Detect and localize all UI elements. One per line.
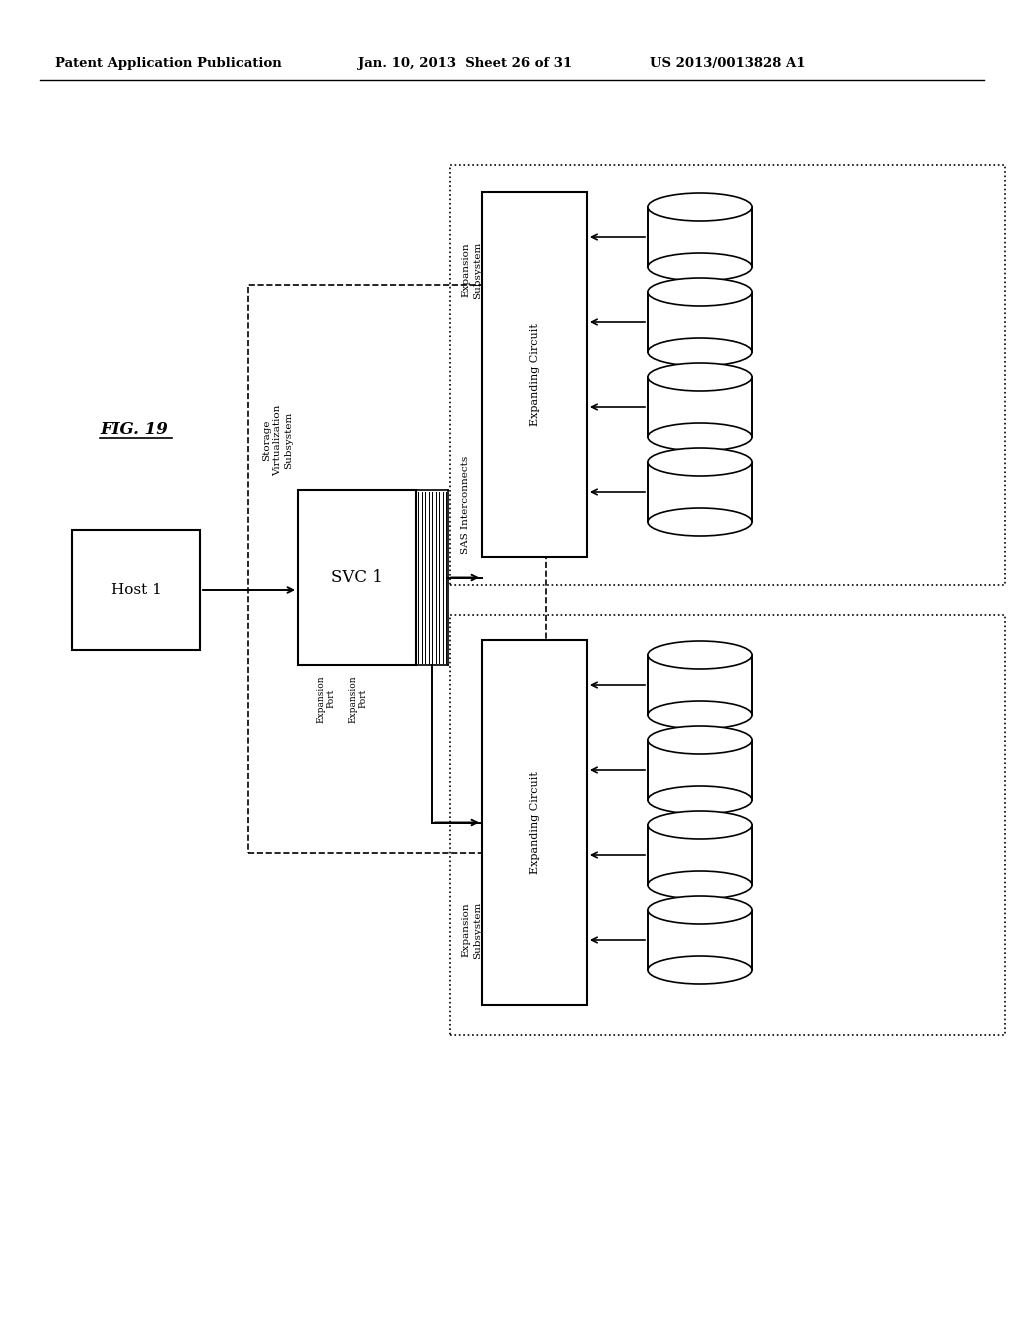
Ellipse shape: [648, 896, 752, 924]
Bar: [482, 191, 587, 557]
Text: Expansion
Port: Expansion Port: [316, 675, 336, 722]
Ellipse shape: [648, 785, 752, 814]
Bar: [248, 285, 546, 853]
Ellipse shape: [648, 193, 752, 220]
Text: Patent Application Publication: Patent Application Publication: [55, 57, 282, 70]
Text: SAS Interconnects: SAS Interconnects: [462, 455, 470, 554]
Ellipse shape: [648, 363, 752, 391]
Text: Expansion
Subsystem: Expansion Subsystem: [462, 902, 482, 958]
Text: Host 1: Host 1: [111, 583, 162, 597]
Ellipse shape: [648, 642, 752, 669]
Bar: [648, 825, 752, 884]
Ellipse shape: [648, 701, 752, 729]
Ellipse shape: [648, 338, 752, 366]
Ellipse shape: [648, 253, 752, 281]
Bar: [298, 490, 416, 665]
Ellipse shape: [648, 422, 752, 451]
Bar: [648, 741, 752, 800]
Bar: [648, 207, 752, 267]
Text: US 2013/0013828 A1: US 2013/0013828 A1: [650, 57, 806, 70]
Text: Jan. 10, 2013  Sheet 26 of 31: Jan. 10, 2013 Sheet 26 of 31: [358, 57, 572, 70]
Bar: [648, 655, 752, 715]
Bar: [450, 615, 1005, 1035]
Text: FIG. 19: FIG. 19: [100, 421, 168, 438]
Text: Storage
Virtualization
Subsystem: Storage Virtualization Subsystem: [262, 404, 294, 475]
Text: Expansion
Subsystem: Expansion Subsystem: [462, 242, 482, 298]
Ellipse shape: [648, 871, 752, 899]
Ellipse shape: [648, 279, 752, 306]
Bar: [648, 462, 752, 521]
Bar: [648, 292, 752, 352]
Text: Expanding Circuit: Expanding Circuit: [529, 771, 540, 874]
Text: Expansion
Port: Expansion Port: [348, 675, 368, 722]
Ellipse shape: [648, 447, 752, 477]
Bar: [648, 909, 752, 970]
Bar: [648, 378, 752, 437]
Ellipse shape: [648, 508, 752, 536]
Ellipse shape: [648, 956, 752, 983]
Bar: [72, 531, 200, 649]
Text: Expanding Circuit: Expanding Circuit: [529, 323, 540, 426]
Ellipse shape: [648, 810, 752, 840]
Bar: [450, 165, 1005, 585]
Ellipse shape: [648, 726, 752, 754]
Text: SVC 1: SVC 1: [331, 569, 383, 586]
Bar: [482, 640, 587, 1005]
